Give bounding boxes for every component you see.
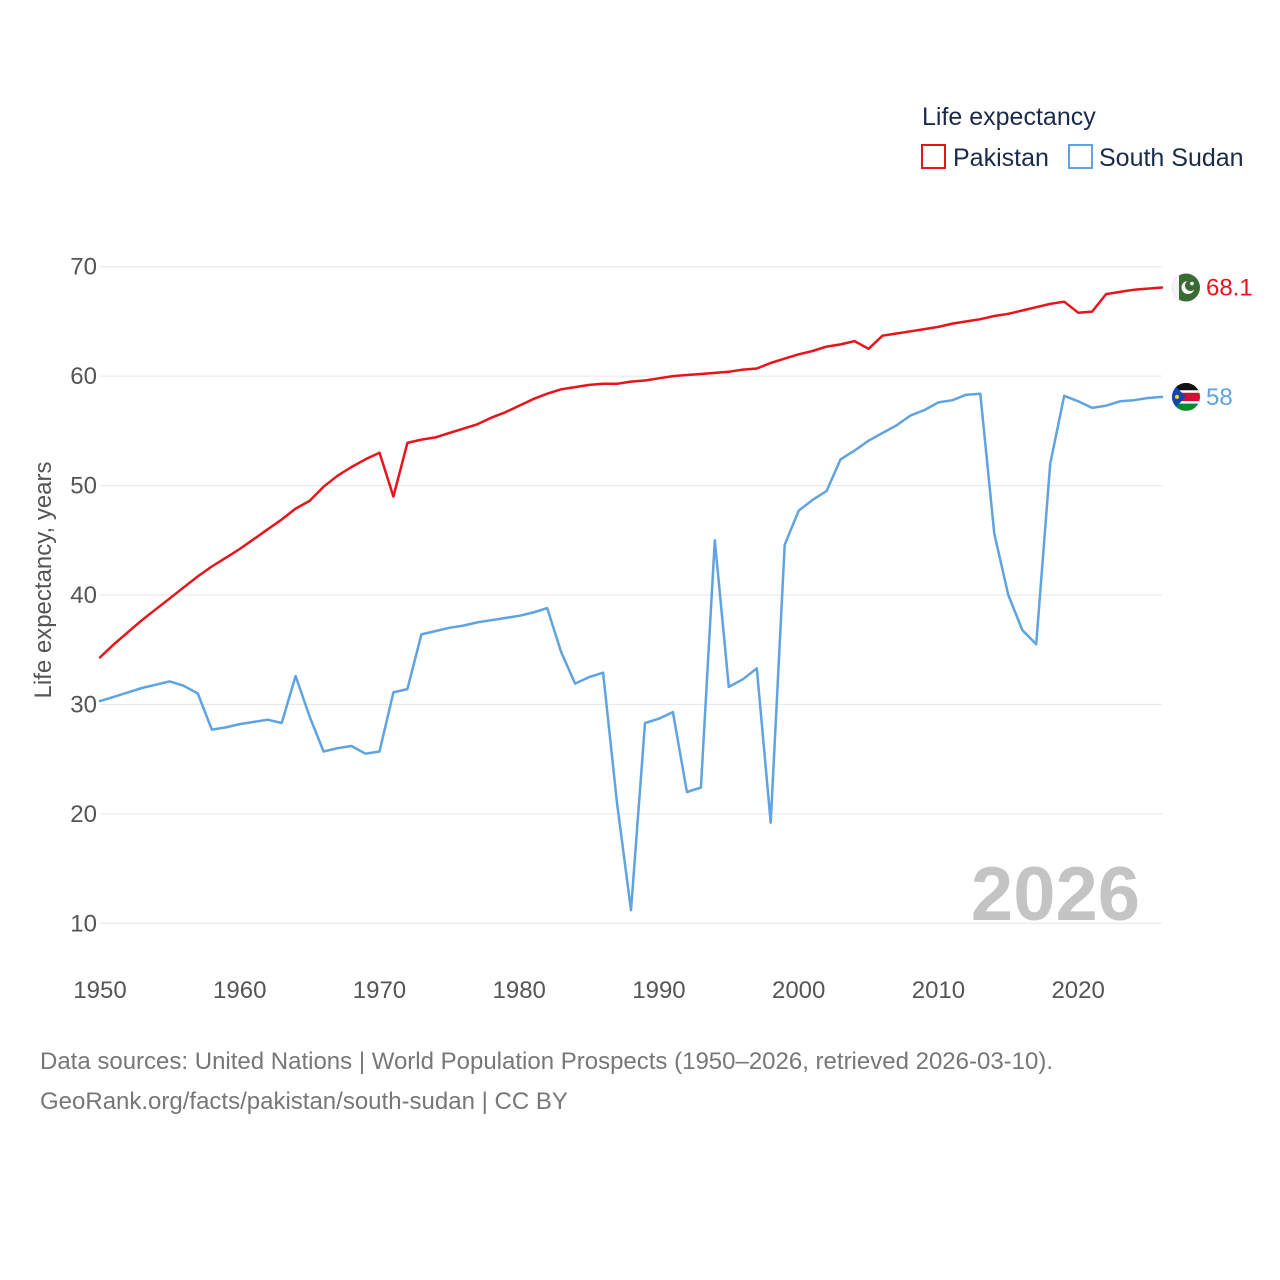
x-tick-label-1970: 1970 — [353, 977, 406, 1004]
x-tick-label-1950: 1950 — [73, 977, 126, 1004]
end-label-south-sudan: 58 — [1206, 384, 1233, 411]
grid-lines — [100, 266, 1162, 924]
legend-swatch-pakistan[interactable] — [921, 144, 946, 169]
x-tick-label-2000: 2000 — [772, 977, 825, 1004]
source-line-2: GeoRank.org/facts/pakistan/south-sudan |… — [40, 1088, 568, 1115]
legend-swatch-south-sudan[interactable] — [1068, 144, 1093, 169]
end-labels: 68.1 58 — [1172, 273, 1253, 411]
series-line-pakistan — [98, 286, 1164, 659]
y-axis: 10 20 30 40 50 60 70 — [70, 254, 97, 938]
x-tick-label-1990: 1990 — [632, 977, 685, 1004]
y-tick-label-50: 50 — [70, 473, 97, 500]
source-line-1: Data sources: United Nations | World Pop… — [40, 1048, 1054, 1075]
y-tick-label-30: 30 — [70, 691, 97, 718]
year-watermark: 2026 — [971, 852, 1140, 937]
y-tick-label-60: 60 — [70, 363, 97, 390]
legend-label-south-sudan[interactable]: South Sudan — [1099, 144, 1244, 172]
y-axis-title: Life expectancy, years — [30, 461, 57, 698]
south-sudan-flag-icon — [1172, 382, 1200, 411]
y-tick-label-20: 20 — [70, 801, 97, 828]
pakistan-flag-icon — [1172, 273, 1200, 302]
y-tick-label-10: 10 — [70, 910, 97, 937]
legend-title: Life expectancy — [922, 103, 1096, 131]
x-tick-label-2020: 2020 — [1051, 977, 1104, 1004]
x-tick-label-2010: 2010 — [912, 977, 965, 1004]
x-axis: 1950 1960 1970 1980 1990 2000 2010 2020 — [73, 977, 1105, 1004]
x-tick-label-1980: 1980 — [493, 977, 546, 1004]
legend[interactable]: Life expectancy Pakistan South Sudan — [921, 103, 1244, 172]
y-tick-label-40: 40 — [70, 582, 97, 609]
legend-label-pakistan[interactable]: Pakistan — [953, 144, 1049, 172]
series-lines — [98, 286, 1164, 912]
y-tick-label-70: 70 — [70, 254, 97, 281]
x-tick-label-1960: 1960 — [213, 977, 266, 1004]
end-label-pakistan: 68.1 — [1206, 275, 1253, 302]
chart: 10 20 30 40 50 60 70 1950 1960 1970 1980 1990 2000 2… — [30, 103, 1253, 1004]
source-note: Data sources: United Nations | World Pop… — [40, 1042, 1240, 1122]
series-line-south-sudan — [98, 392, 1164, 912]
